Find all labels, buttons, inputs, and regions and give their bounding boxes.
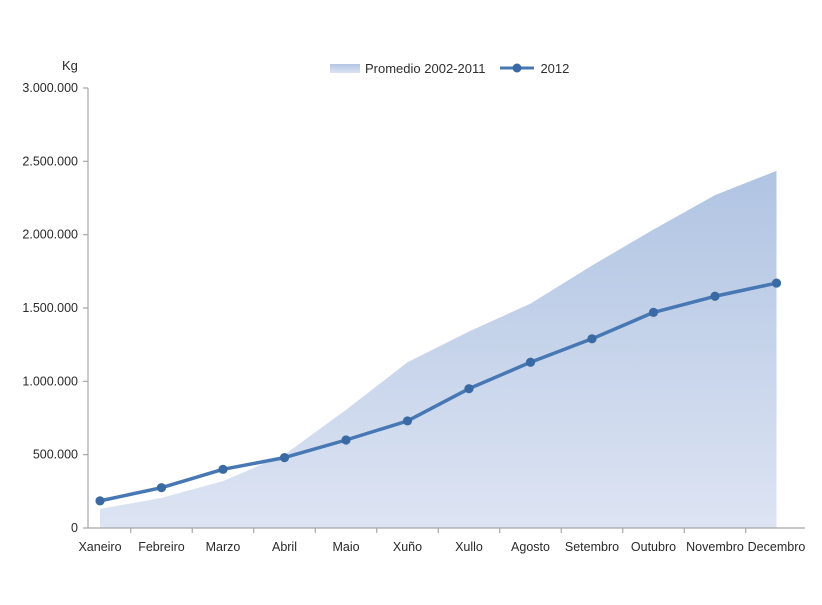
legend-label-promedio: Promedio 2002-2011 [365,60,486,76]
x-tick-label: Agosto [511,540,550,554]
y-tick-label: 2.000.000 [22,228,78,242]
data-point-marker [341,435,351,445]
x-tick-label: Maio [332,540,359,554]
y-tick-label: 0 [71,521,78,535]
y-axis-unit-label: Kg [62,58,78,73]
x-tick-label: Abril [272,540,297,554]
y-tick-label: 3.000.000 [22,81,78,95]
y-tick-label: 2.500.000 [22,154,78,168]
line-series-swatch [500,63,535,73]
data-point-marker [587,334,597,344]
legend-label-2012: 2012 [540,60,570,76]
data-point-marker [402,416,413,426]
x-tick-label: Setembro [565,540,619,554]
x-tick-label: Marzo [206,540,241,554]
legend-item-2012: 2012 [499,61,569,76]
data-point-marker [464,384,474,394]
x-tick-label: Novembro [686,540,744,554]
area-series-swatch [330,63,360,73]
y-tick-label: 1.500.000 [22,301,78,315]
x-tick-label: Xullo [455,540,483,554]
x-tick-label: Febreiro [138,540,185,554]
data-point-marker [218,464,228,474]
line-series-2012 [98,281,779,503]
data-point-marker [95,496,105,506]
data-point-marker [771,278,782,288]
area-series-promedio [100,170,777,528]
chart-legend: Promedio 2002-2011 2012 [330,58,569,78]
legend-item-promedio: Promedio 2002-2011 [330,61,485,76]
y-tick-label: 1.000.000 [22,374,78,388]
y-tick-label: 500.000 [33,448,78,462]
data-point-marker [525,357,536,367]
x-tick-label: Xaneiro [78,540,121,554]
data-point-marker [279,453,290,463]
data-point-marker [710,291,720,301]
x-tick-label: Outubro [631,540,676,554]
x-tick-label: Xuño [393,540,422,554]
data-point-marker [648,307,659,317]
data-point-marker [156,483,167,493]
x-tick-label: Decembro [748,540,806,554]
